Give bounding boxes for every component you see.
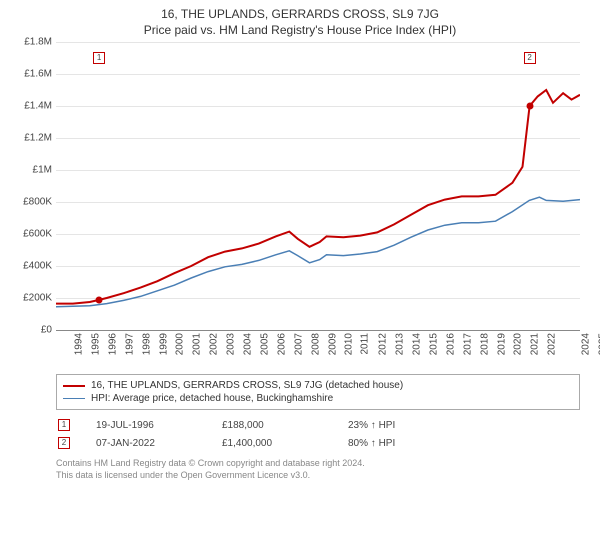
legend-label: 16, THE UPLANDS, GERRARDS CROSS, SL9 7JG… (91, 380, 403, 391)
transaction-date: 19-JUL-1996 (96, 420, 196, 431)
transaction-date: 07-JAN-2022 (96, 438, 196, 449)
x-tick-label: 2017 (462, 333, 473, 355)
x-tick-label: 2019 (496, 333, 507, 355)
x-tick-label: 2014 (411, 333, 422, 355)
y-tick-label: £200K (23, 293, 52, 304)
x-tick-label: 2016 (445, 333, 456, 355)
transaction-marker-icon: 2 (58, 437, 70, 449)
legend-item-price-paid: 16, THE UPLANDS, GERRARDS CROSS, SL9 7JG… (63, 379, 573, 392)
x-tick-label: 2015 (428, 333, 439, 355)
x-tick-label: 1994 (73, 333, 84, 355)
x-tick-label: 2002 (208, 333, 219, 355)
y-tick-label: £1.6M (24, 69, 52, 80)
legend-swatch (63, 398, 85, 399)
x-tick-label: 1997 (124, 333, 135, 355)
title-line2: Price paid vs. HM Land Registry's House … (10, 22, 590, 38)
x-tick-label: 2007 (293, 333, 304, 355)
x-tick-label: 1996 (107, 333, 118, 355)
x-tick-label: 2004 (242, 333, 253, 355)
x-tick-label: 2021 (530, 333, 541, 355)
y-tick-label: £0 (41, 325, 52, 336)
x-tick-label: 1998 (141, 333, 152, 355)
x-tick-label: 2022 (547, 333, 558, 355)
x-tick-label: 2006 (276, 333, 287, 355)
y-tick-label: £1.4M (24, 101, 52, 112)
chart-title: 16, THE UPLANDS, GERRARDS CROSS, SL9 7JG… (10, 6, 590, 38)
x-tick-label: 2009 (327, 333, 338, 355)
x-tick-label: 2010 (344, 333, 355, 355)
x-tick-label: 2024 (580, 333, 591, 355)
series-price_paid (56, 90, 580, 304)
transaction-row: 2 07-JAN-2022 £1,400,000 80% ↑ HPI (56, 434, 580, 452)
sale-point-1 (96, 297, 103, 304)
y-tick-label: £1.2M (24, 133, 52, 144)
figure-root: 16, THE UPLANDS, GERRARDS CROSS, SL9 7JG… (0, 0, 600, 560)
x-tick-label: 2020 (513, 333, 524, 355)
transaction-delta: 80% ↑ HPI (348, 438, 395, 449)
x-tick-label: 1999 (158, 333, 169, 355)
x-tick-label: 2018 (479, 333, 490, 355)
x-tick-label: 2012 (378, 333, 389, 355)
footer-attribution: Contains HM Land Registry data © Crown c… (56, 458, 580, 481)
sale-point-2 (526, 103, 533, 110)
transaction-price: £188,000 (222, 420, 322, 431)
y-tick-label: £600K (23, 229, 52, 240)
y-tick-label: £400K (23, 261, 52, 272)
x-tick-label: 2013 (394, 333, 405, 355)
sale-marker-1: 1 (93, 52, 105, 64)
transaction-price: £1,400,000 (222, 438, 322, 449)
series-lines (56, 42, 580, 330)
x-tick-label: 2003 (225, 333, 236, 355)
y-tick-label: £1.8M (24, 37, 52, 48)
transaction-delta: 23% ↑ HPI (348, 420, 395, 431)
transactions-table: 1 19-JUL-1996 £188,000 23% ↑ HPI 2 07-JAN-202… (56, 416, 580, 452)
x-tick-label: 2005 (259, 333, 270, 355)
x-tick-label: 2008 (310, 333, 321, 355)
y-tick-label: £800K (23, 197, 52, 208)
chart-area: £0£200K£400K£600K£800K£1M£1.2M£1.4M£1.6M… (56, 42, 580, 330)
x-tick-label: 2011 (360, 333, 371, 355)
legend-item-hpi: HPI: Average price, detached house, Buck… (63, 392, 573, 405)
footer-line2: This data is licensed under the Open Gov… (56, 470, 580, 482)
x-tick-label: 2000 (175, 333, 186, 355)
footer-line1: Contains HM Land Registry data © Crown c… (56, 458, 580, 470)
legend-label: HPI: Average price, detached house, Buck… (91, 393, 333, 404)
sale-marker-2: 2 (524, 52, 536, 64)
y-tick-label: £1M (33, 165, 52, 176)
legend-swatch (63, 385, 85, 387)
title-line1: 16, THE UPLANDS, GERRARDS CROSS, SL9 7JG (10, 6, 590, 22)
transaction-marker-icon: 1 (58, 419, 70, 431)
x-tick-label: 1995 (90, 333, 101, 355)
transaction-row: 1 19-JUL-1996 £188,000 23% ↑ HPI (56, 416, 580, 434)
legend-box: 16, THE UPLANDS, GERRARDS CROSS, SL9 7JG… (56, 374, 580, 410)
x-tick-label: 2001 (192, 333, 203, 355)
plot-area: £0£200K£400K£600K£800K£1M£1.2M£1.4M£1.6M… (56, 42, 580, 330)
